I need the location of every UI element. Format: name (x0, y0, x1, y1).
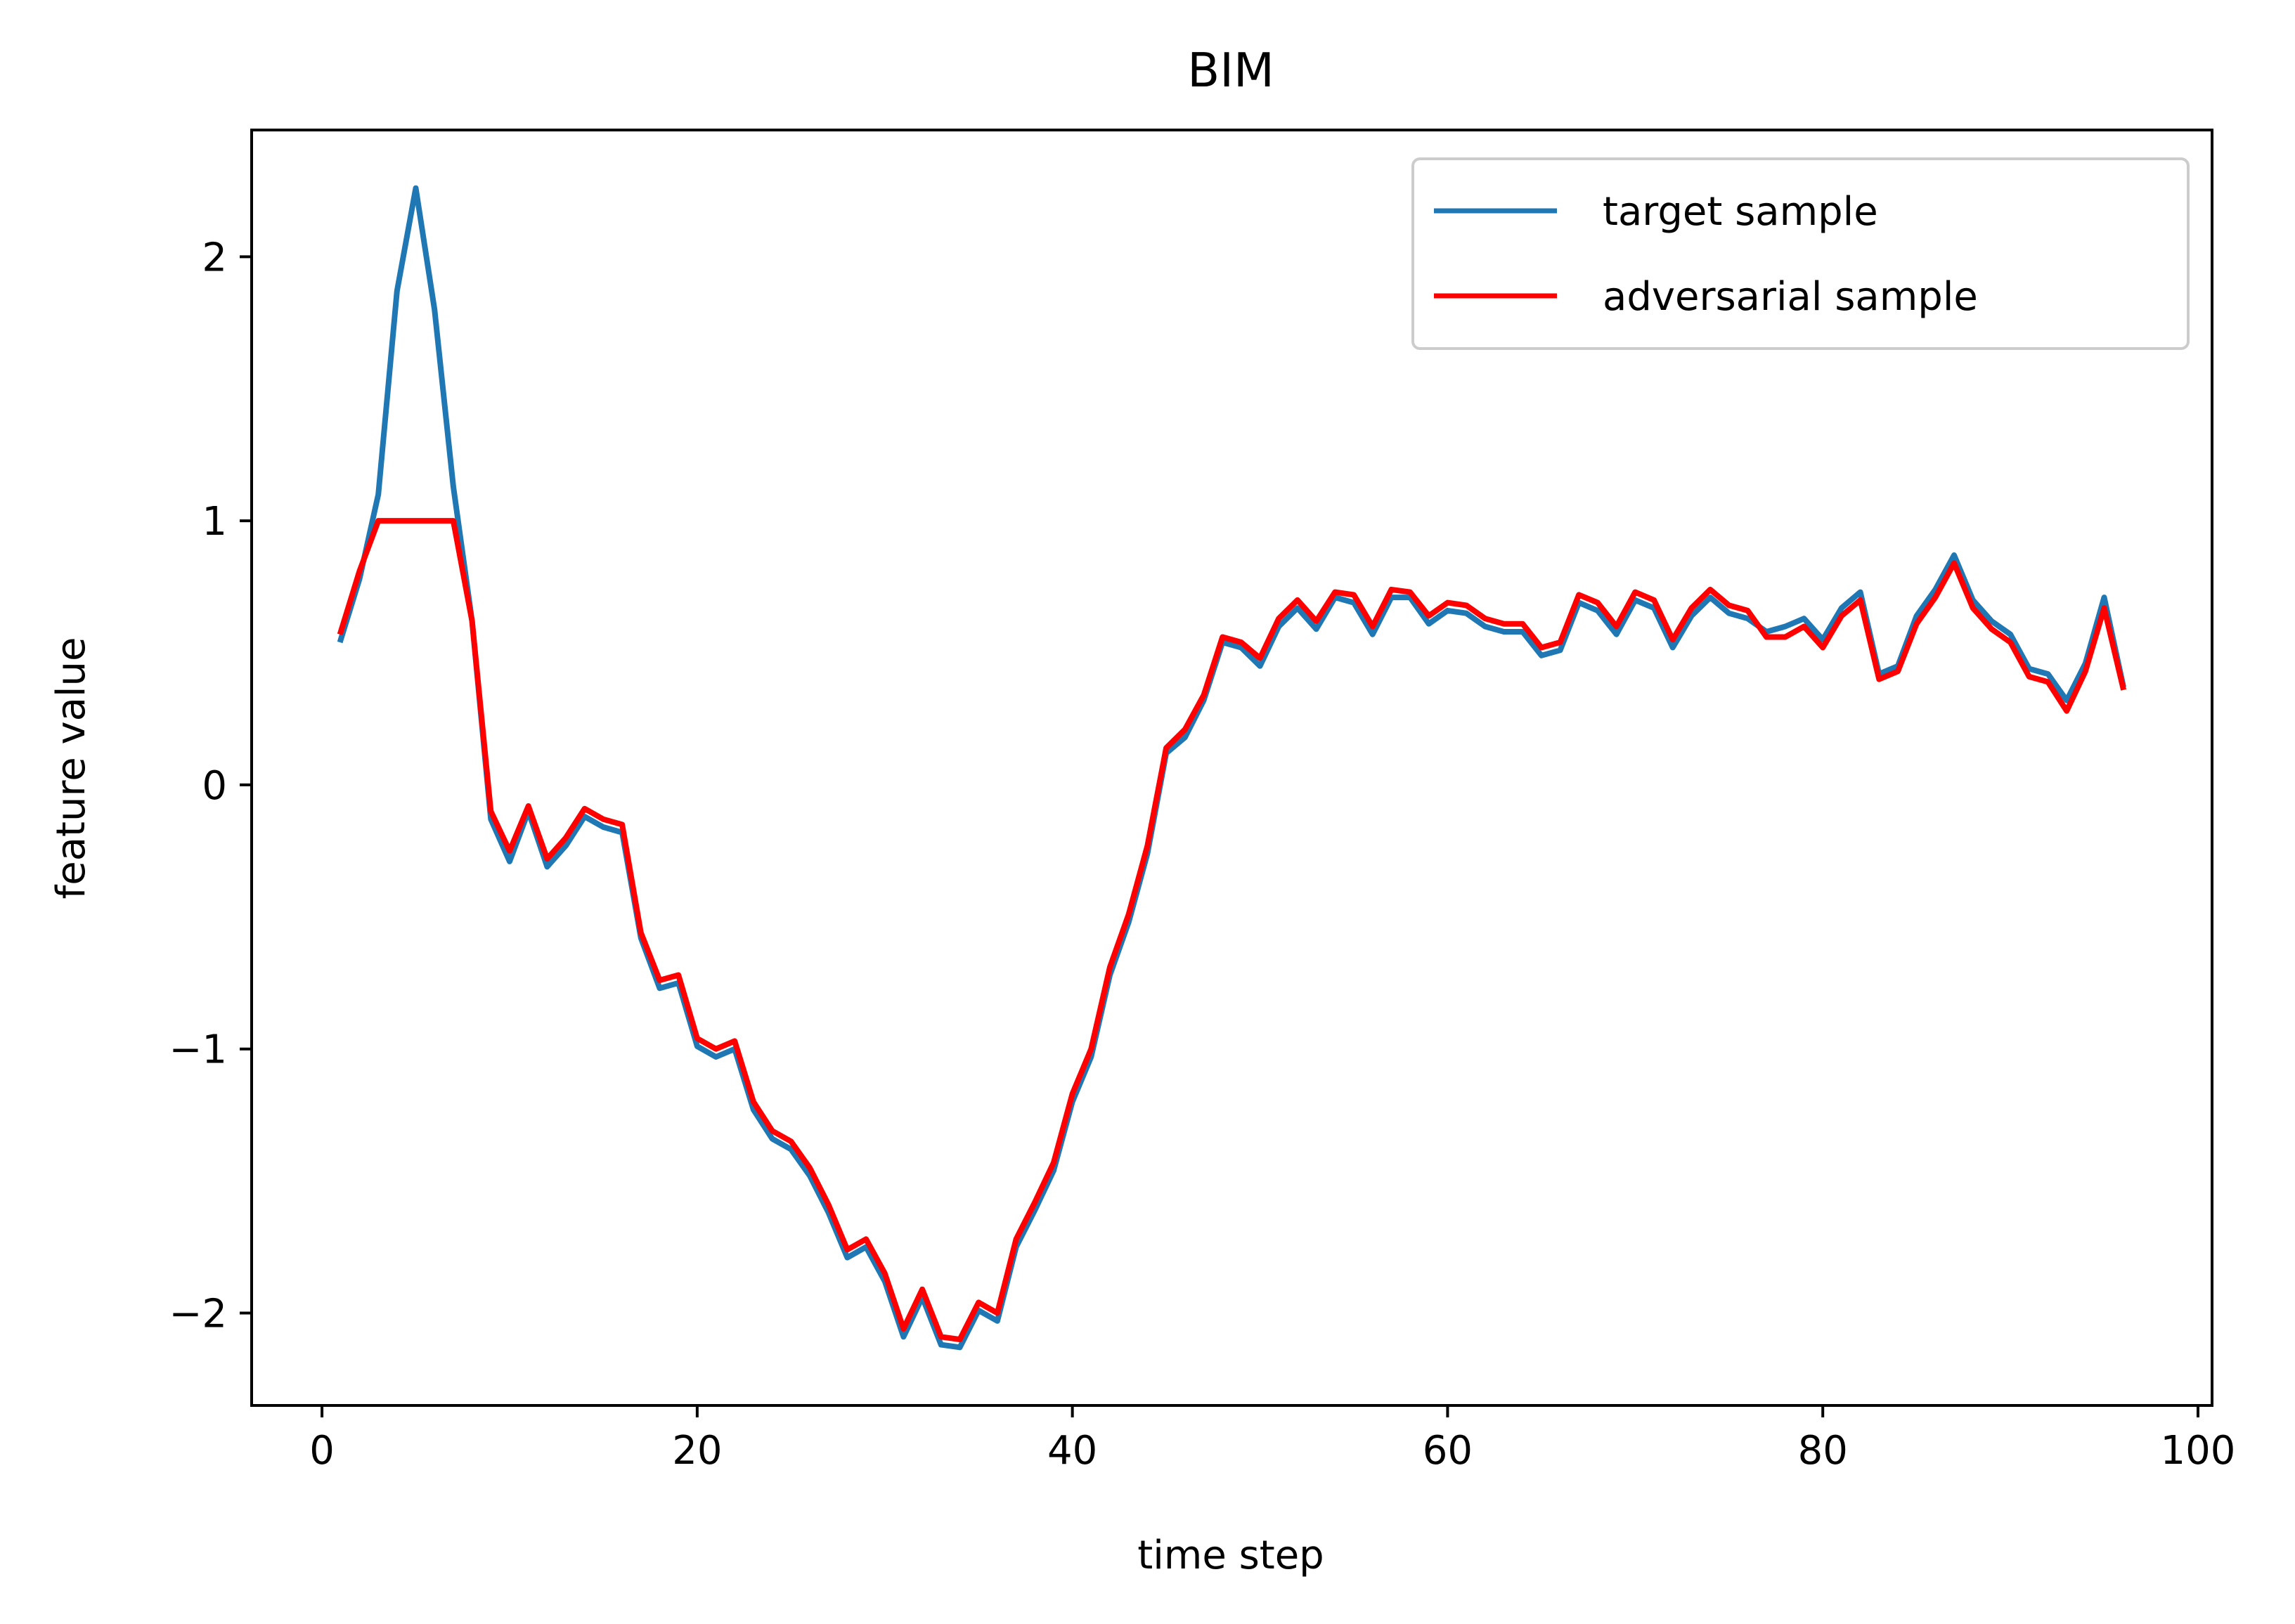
x-tick-label: 0 (309, 1428, 335, 1474)
y-tick-label: −1 (169, 1027, 227, 1073)
x-tick-label: 100 (2161, 1428, 2236, 1474)
x-tick-label: 20 (672, 1428, 722, 1474)
plot-area (337, 185, 2127, 1351)
y-axis: −2 −1 0 1 2 (169, 235, 252, 1337)
y-axis-label: feature value (49, 637, 94, 899)
y-tick-label: 2 (202, 235, 227, 280)
x-axis-label: time step (1137, 1533, 1324, 1578)
legend-box (1411, 157, 2190, 350)
y-tick-label: 1 (202, 499, 227, 545)
x-tick-label: 60 (1423, 1428, 1473, 1474)
y-tick-label: 0 (202, 763, 227, 809)
series-line-adversarial-sample (337, 518, 2127, 1343)
legend-label-adversarial-sample: adversarial sample (1603, 274, 1978, 320)
plot-frame (250, 129, 2213, 1407)
y-tick-label: −2 (169, 1291, 227, 1337)
legend: target sample adversarial sample (1411, 157, 2190, 350)
x-tick-label: 80 (1798, 1428, 1848, 1474)
x-axis: 0 20 40 60 80 100 (309, 1405, 2235, 1474)
legend-label-target-sample: target sample (1603, 189, 1878, 235)
x-tick-label: 40 (1047, 1428, 1097, 1474)
chart-title: BIM (1187, 43, 1274, 98)
